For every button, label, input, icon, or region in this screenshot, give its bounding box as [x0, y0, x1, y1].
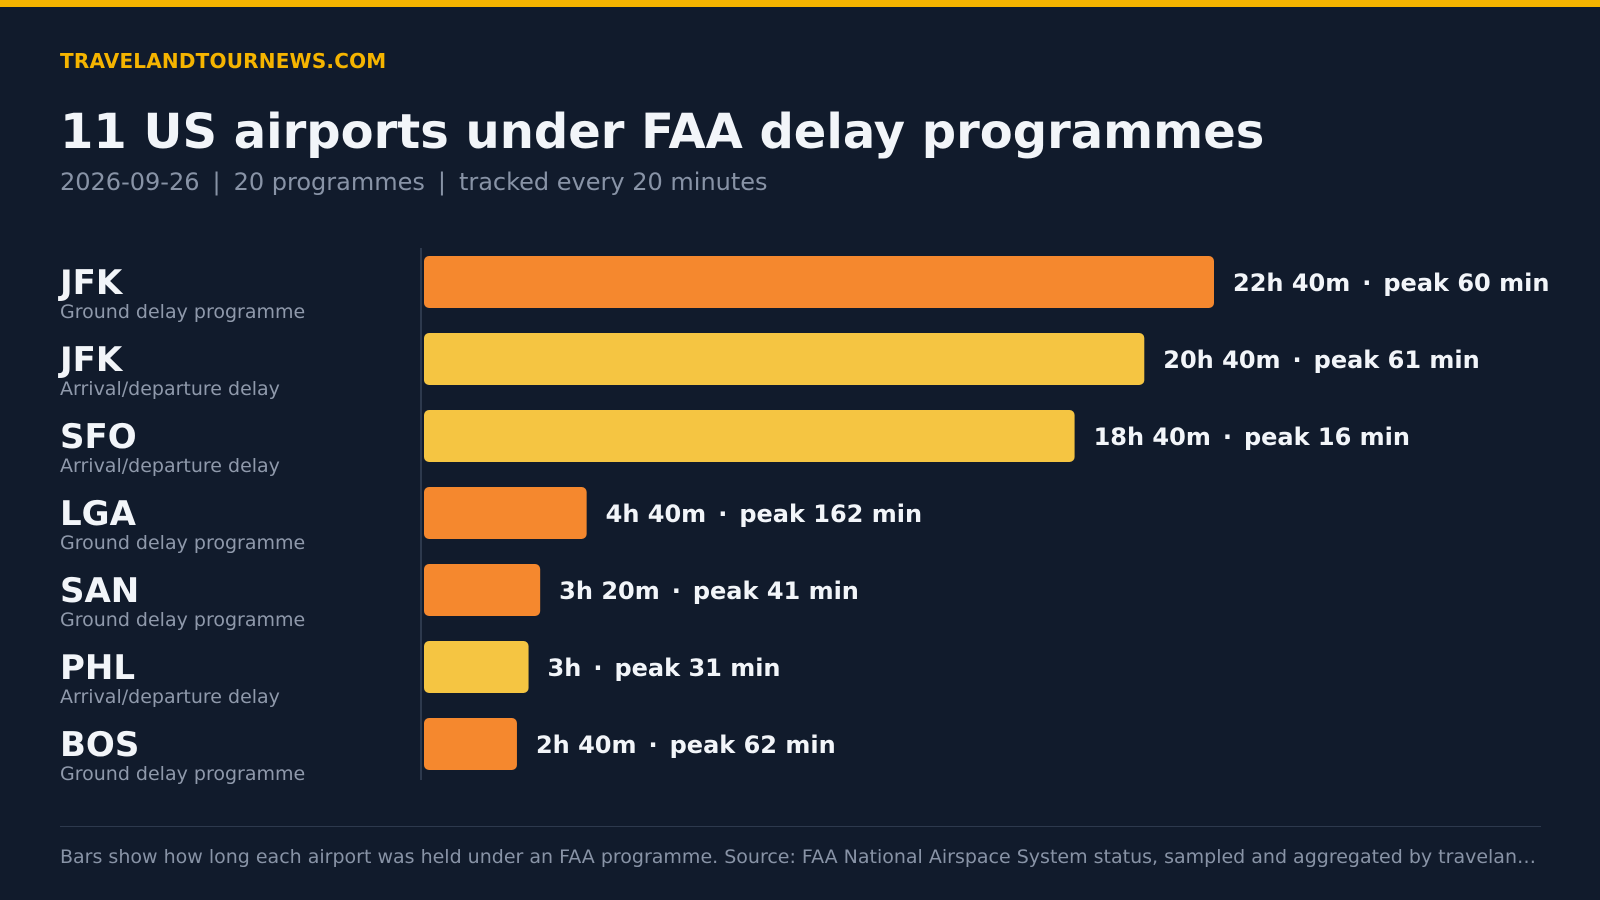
value-separator: · [672, 577, 681, 605]
value-separator: · [593, 654, 602, 682]
site-name: TRAVELANDTOURNEWS.COM [60, 49, 387, 73]
bar-value-label: 2h 40m · peak 62 min [536, 731, 836, 759]
programme-type-label: Arrival/departure delay [60, 378, 280, 400]
duration-value: 4h 40m [606, 500, 707, 528]
airport-code-label: BOS [60, 725, 139, 765]
airport-code-label: SFO [60, 417, 137, 457]
source-footnote: Bars show how long each airport was held… [60, 846, 1541, 868]
peak-delay-value: peak 41 min [693, 577, 859, 605]
duration-value: 3h 20m [559, 577, 660, 605]
programme-type-label: Arrival/departure delay [60, 455, 280, 477]
bar-value-label: 3h 20m · peak 41 min [559, 577, 859, 605]
bar-value-label: 20h 40m · peak 61 min [1163, 346, 1479, 374]
duration-bar [424, 410, 1075, 462]
footer-divider [60, 826, 1541, 827]
subtitle: 2026-09-26 | 20 programmes | tracked every 2… [60, 168, 768, 196]
duration-value: 3h [548, 654, 582, 682]
bar-value-label: 4h 40m · peak 162 min [606, 500, 922, 528]
duration-value: 2h 40m [536, 731, 637, 759]
accent-stripe [0, 0, 1600, 7]
airport-code-label: LGA [60, 494, 137, 534]
value-separator: · [648, 731, 657, 759]
duration-bar [424, 333, 1145, 385]
page-title: 11 US airports under FAA delay programme… [60, 104, 1265, 160]
bar-value-label: 3h · peak 31 min [548, 654, 781, 682]
duration-bar [424, 564, 541, 616]
peak-delay-value: peak 62 min [670, 731, 836, 759]
subtitle-programme-count: 20 programmes [233, 168, 425, 196]
peak-delay-value: peak 16 min [1244, 423, 1410, 451]
value-separator: · [718, 500, 727, 528]
airport-code-label: PHL [60, 648, 135, 688]
peak-delay-value: peak 31 min [614, 654, 780, 682]
programme-type-label: Ground delay programme [60, 763, 305, 785]
airport-code-label: SAN [60, 571, 139, 611]
bar-value-label: 22h 40m · peak 60 min [1233, 269, 1549, 297]
value-separator: · [1293, 346, 1302, 374]
programme-type-label: Ground delay programme [60, 532, 305, 554]
peak-delay-value: peak 61 min [1314, 346, 1480, 374]
duration-bar [424, 487, 587, 539]
programme-type-label: Ground delay programme [60, 301, 305, 323]
peak-delay-value: peak 60 min [1383, 269, 1549, 297]
duration-bar [424, 256, 1214, 308]
airport-code-label: JFK [58, 340, 124, 380]
duration-value: 22h 40m [1233, 269, 1350, 297]
value-separator: · [1223, 423, 1232, 451]
duration-value: 20h 40m [1163, 346, 1280, 374]
duration-value: 18h 40m [1094, 423, 1211, 451]
subtitle-date: 2026-09-26 [60, 168, 200, 196]
programme-type-label: Ground delay programme [60, 609, 305, 631]
subtitle-separator: | [212, 168, 221, 196]
programme-type-label: Arrival/departure delay [60, 686, 280, 708]
bar-value-label: 18h 40m · peak 16 min [1094, 423, 1410, 451]
airport-code-label: JFK [58, 263, 124, 303]
value-separator: · [1362, 269, 1371, 297]
peak-delay-value: peak 162 min [739, 500, 922, 528]
subtitle-separator: | [437, 168, 446, 196]
subtitle-cadence: tracked every 20 minutes [458, 168, 768, 196]
duration-bar [424, 641, 529, 693]
duration-bar [424, 718, 517, 770]
